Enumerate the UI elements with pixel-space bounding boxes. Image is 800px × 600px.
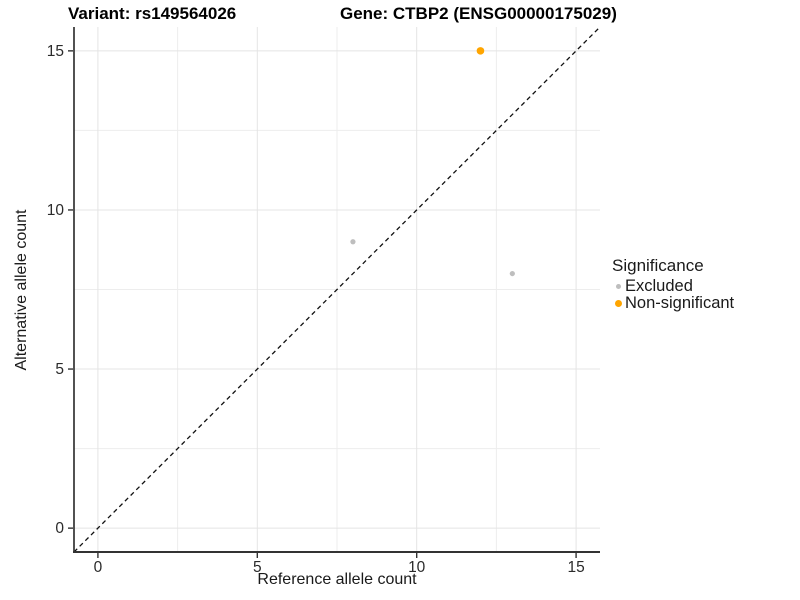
y-axis-title: Alternative allele count — [13, 209, 30, 371]
significance-legend: Significance Excluded Non-significant — [612, 256, 734, 312]
variant-title: Variant: rs149564026 — [68, 4, 237, 23]
legend-item-label: Non-significant — [625, 294, 735, 312]
legend-item-non-significant: Non-significant — [612, 294, 735, 312]
legend-item-excluded: Excluded — [612, 277, 734, 295]
data-point-non-significant — [476, 47, 485, 55]
data-point-excluded — [350, 239, 356, 245]
data-point-excluded — [509, 270, 515, 277]
identity-line — [73, 26, 601, 553]
x-tick-label: 10 — [408, 559, 426, 576]
legend-item-label: Excluded — [625, 277, 693, 295]
excluded-dot-icon — [612, 284, 624, 289]
y-tick-label: 5 — [55, 361, 64, 378]
x-tick-label: 5 — [253, 559, 262, 576]
y-tick-label: 10 — [47, 202, 65, 219]
x-tick-label: 15 — [567, 559, 584, 576]
plot-title: Variant: rs149564026 Gene: CTBP2 (ENSG00… — [0, 4, 800, 26]
legend-title: Significance — [612, 256, 704, 275]
y-tick-label: 0 — [55, 520, 64, 537]
gene-title: Gene: CTBP2 (ENSG00000175029) — [340, 4, 617, 23]
non-significant-dot-icon — [612, 300, 624, 307]
y-tick-label: 15 — [47, 43, 64, 60]
x-tick-label: 0 — [94, 559, 103, 576]
x-axis-title: Reference allele count — [257, 571, 417, 588]
